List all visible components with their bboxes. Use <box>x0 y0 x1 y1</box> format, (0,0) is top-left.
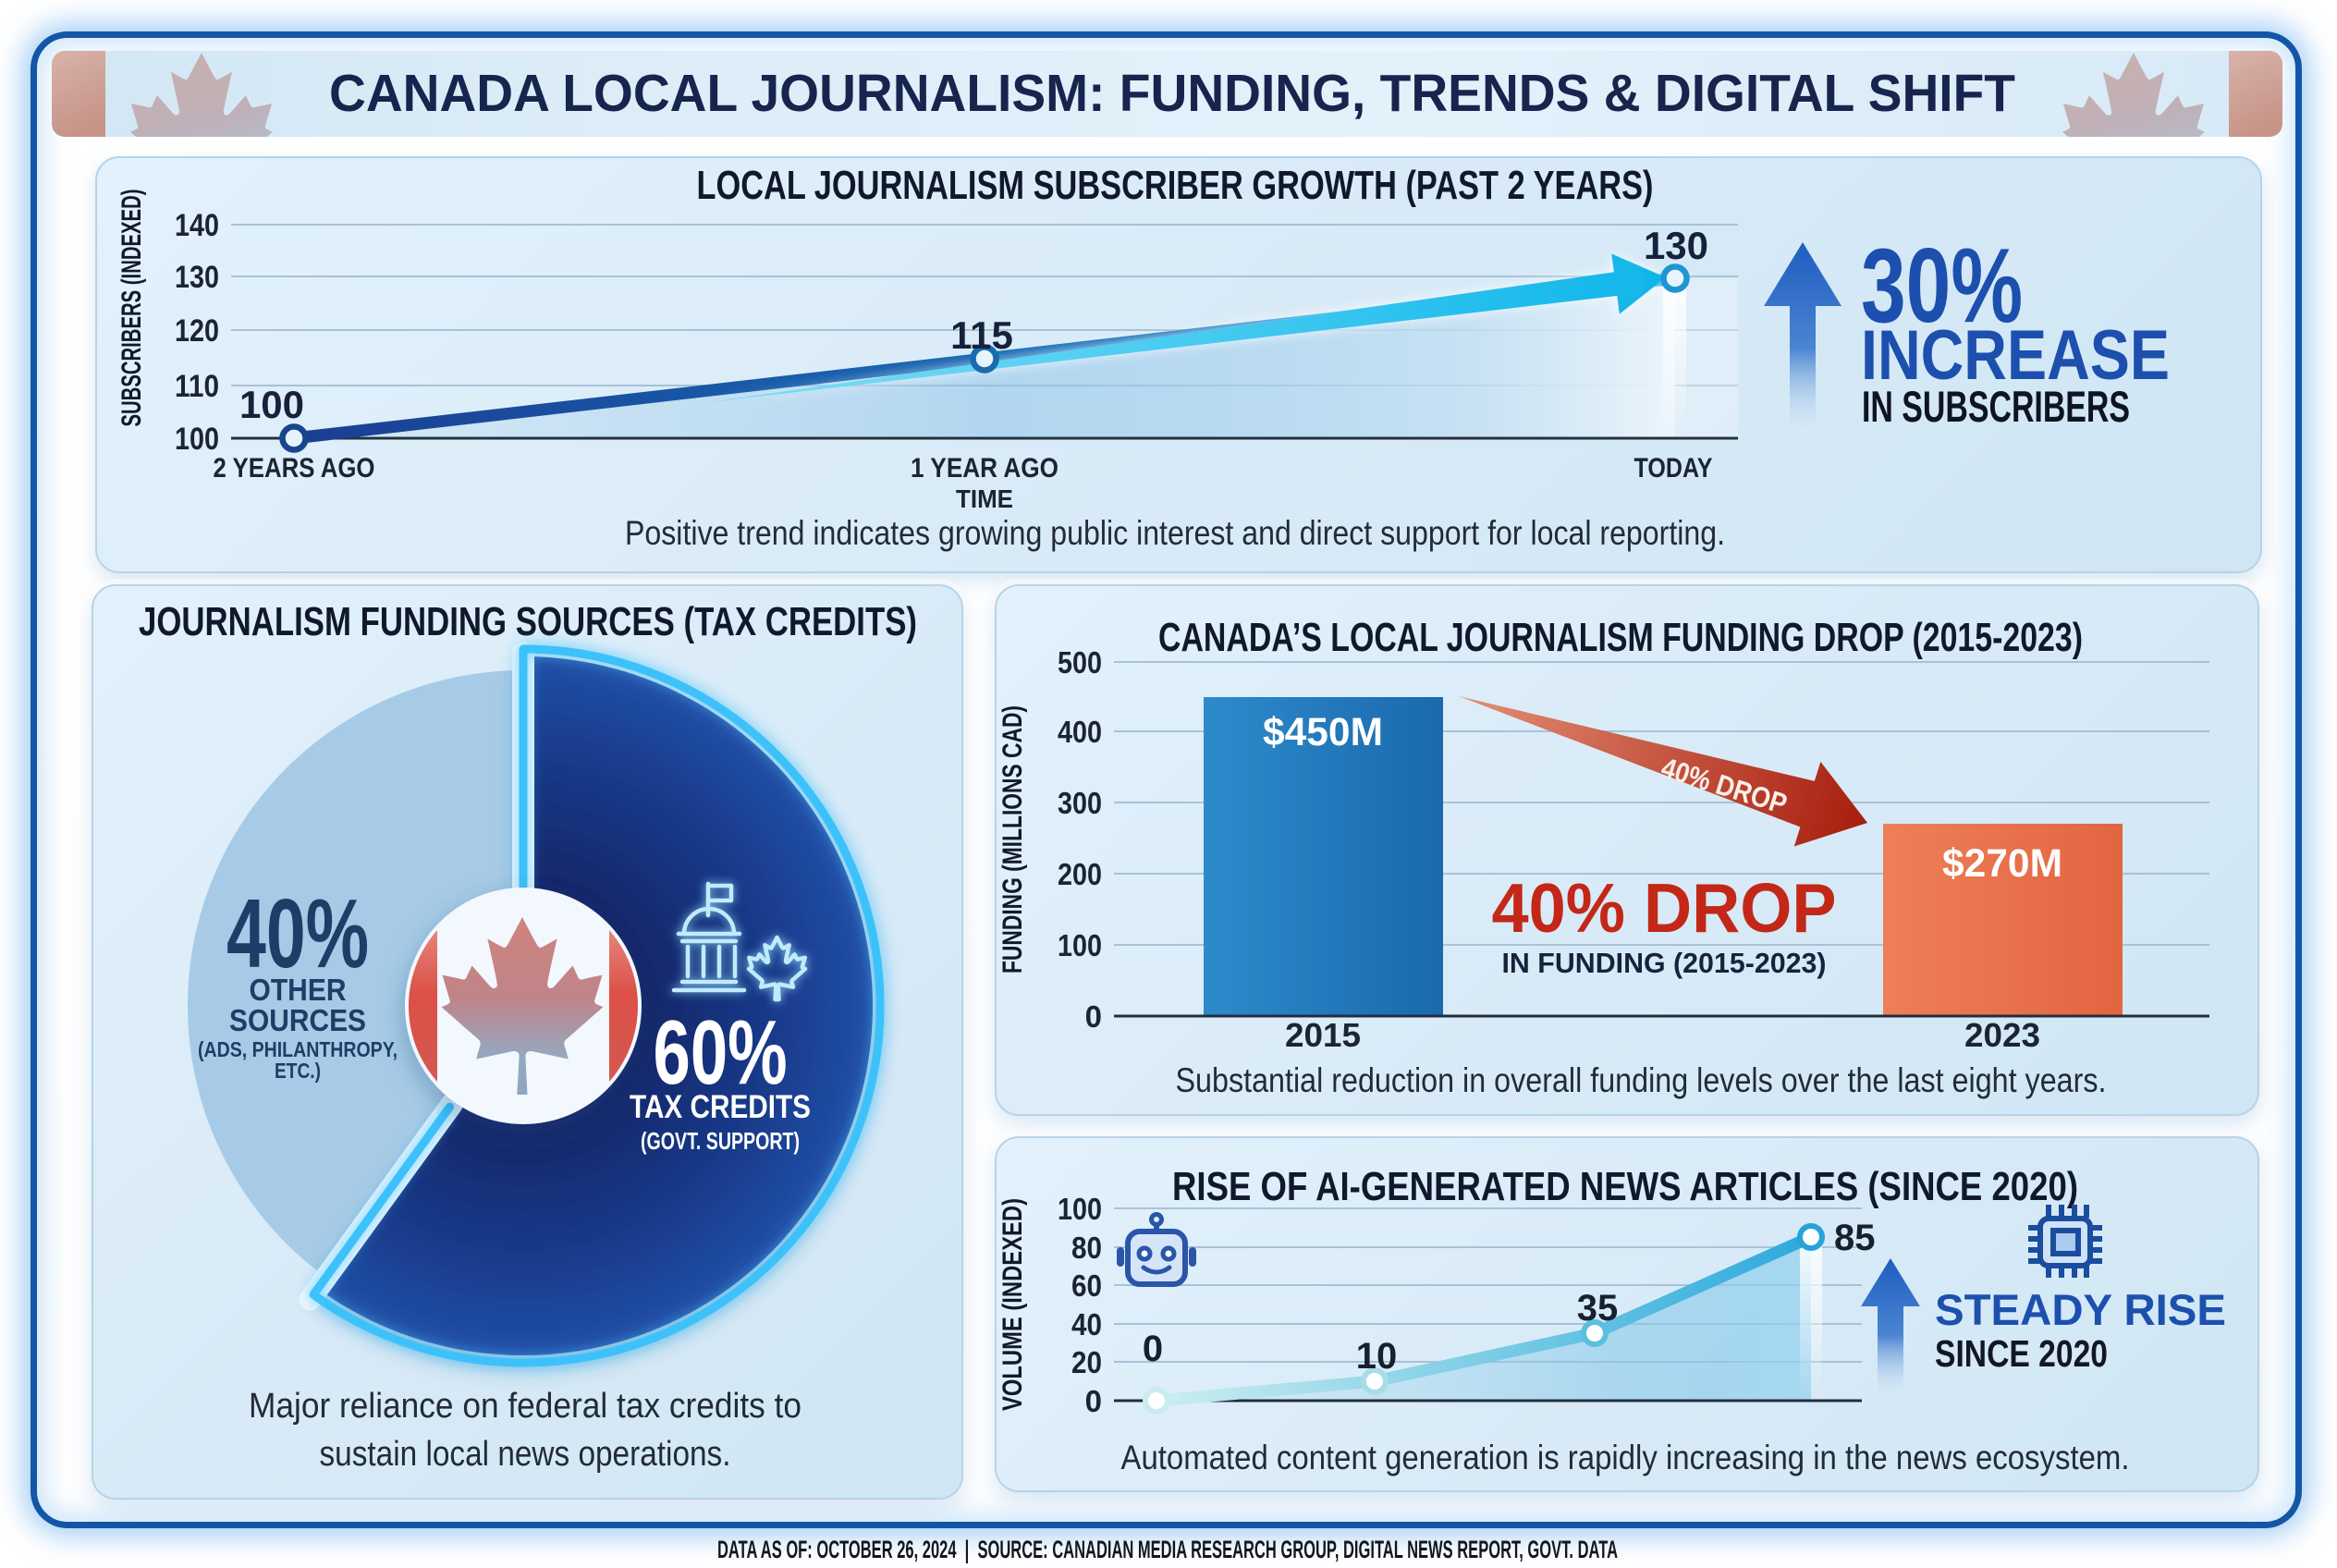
svg-text:IN SUBSCRIBERS: IN SUBSCRIBERS <box>1862 382 2130 431</box>
svg-text:35: 35 <box>1577 1288 1619 1329</box>
svg-text:0: 0 <box>1143 1329 1163 1369</box>
svg-text:Major reliance on federal tax: Major reliance on federal tax credits to <box>249 1387 801 1426</box>
svg-text:IN FUNDING (2015-2023): IN FUNDING (2015-2023) <box>1502 947 1827 979</box>
svg-text:130: 130 <box>1644 224 1708 267</box>
svg-text:DATA AS OF: OCTOBER 26, 2024: DATA AS OF: OCTOBER 26, 2024 | SOURCE: C… <box>717 1536 1618 1563</box>
svg-text:CANADA’S LOCAL JOURNALISM FUND: CANADA’S LOCAL JOURNALISM FUNDING DROP (… <box>1158 615 2083 660</box>
svg-text:Positive trend indicates growi: Positive trend indicates growing public … <box>625 514 1725 552</box>
svg-text:110: 110 <box>175 369 219 404</box>
svg-text:80: 80 <box>1071 1231 1102 1265</box>
svg-text:INCREASE: INCREASE <box>1861 316 2170 395</box>
svg-text:40% DROP: 40% DROP <box>1492 869 1837 947</box>
svg-text:(GOVT. SUPPORT): (GOVT. SUPPORT) <box>641 1127 800 1155</box>
svg-text:LOCAL JOURNALISM SUBSCRIBER GR: LOCAL JOURNALISM SUBSCRIBER GROWTH (PAST… <box>697 163 1654 208</box>
svg-text:100: 100 <box>239 383 304 426</box>
svg-text:40: 40 <box>1071 1307 1102 1341</box>
svg-text:$270M: $270M <box>1942 841 2062 886</box>
svg-text:300: 300 <box>1058 786 1102 820</box>
svg-text:2023: 2023 <box>1964 1016 2040 1054</box>
svg-text:20: 20 <box>1071 1345 1102 1379</box>
svg-text:85: 85 <box>1834 1218 1876 1258</box>
svg-text:100: 100 <box>175 422 219 457</box>
svg-text:40%: 40% <box>226 878 369 988</box>
svg-text:JOURNALISM FUNDING SOURCES (TA: JOURNALISM FUNDING SOURCES (TAX CREDITS) <box>139 599 917 644</box>
svg-text:ETC.): ETC.) <box>275 1059 321 1083</box>
svg-text:RISE OF AI-GENERATED NEWS ARTI: RISE OF AI-GENERATED NEWS ARTICLES (SINC… <box>1172 1164 2078 1209</box>
svg-text:100: 100 <box>1058 928 1102 962</box>
svg-text:TIME: TIME <box>956 484 1013 513</box>
svg-text:0: 0 <box>1085 999 1102 1034</box>
svg-text:$450M: $450M <box>1263 710 1383 754</box>
svg-text:400: 400 <box>1058 715 1102 749</box>
svg-text:30%: 30% <box>1861 227 2023 345</box>
svg-text:115: 115 <box>950 313 1013 357</box>
svg-text:TAX CREDITS: TAX CREDITS <box>630 1089 811 1125</box>
svg-text:60%: 60% <box>654 1002 788 1103</box>
svg-text:130: 130 <box>175 260 219 295</box>
svg-text:(ADS, PHILANTHROPY,: (ADS, PHILANTHROPY, <box>198 1037 398 1061</box>
svg-text:STEADY RISE: STEADY RISE <box>1935 1285 2226 1334</box>
svg-text:Substantial reduction in overa: Substantial reduction in overall funding… <box>1176 1061 2107 1099</box>
svg-text:500: 500 <box>1058 645 1102 680</box>
svg-text:SINCE 2020: SINCE 2020 <box>1935 1332 2108 1375</box>
svg-text:0: 0 <box>1085 1384 1102 1418</box>
svg-text:TODAY: TODAY <box>1634 453 1713 484</box>
svg-text:2015: 2015 <box>1285 1016 1361 1054</box>
svg-text:Automated content generation i: Automated content generation is rapidly … <box>1121 1439 2130 1476</box>
svg-text:140: 140 <box>175 208 219 243</box>
svg-text:10: 10 <box>1356 1336 1398 1377</box>
svg-text:sustain local news operations.: sustain local news operations. <box>320 1435 731 1474</box>
svg-text:200: 200 <box>1058 857 1102 891</box>
svg-text:OTHER: OTHER <box>250 973 347 1007</box>
svg-text:VOLUME (INDEXED): VOLUME (INDEXED) <box>997 1198 1028 1411</box>
svg-text:100: 100 <box>1058 1192 1102 1226</box>
svg-text:60: 60 <box>1071 1268 1102 1303</box>
svg-text:FUNDING (MILLIONS CAD): FUNDING (MILLIONS CAD) <box>997 705 1028 974</box>
svg-text:1 YEAR AGO: 1 YEAR AGO <box>911 453 1058 484</box>
svg-text:SOURCES: SOURCES <box>229 1003 366 1037</box>
svg-text:SUBSCRIBERS (INDEXED): SUBSCRIBERS (INDEXED) <box>116 190 147 427</box>
svg-text:CANADA LOCAL JOURNALISM: FUNDI: CANADA LOCAL JOURNALISM: FUNDING, TRENDS… <box>329 64 2015 123</box>
svg-text:2 YEARS AGO: 2 YEARS AGO <box>214 453 375 484</box>
svg-text:120: 120 <box>175 313 219 349</box>
